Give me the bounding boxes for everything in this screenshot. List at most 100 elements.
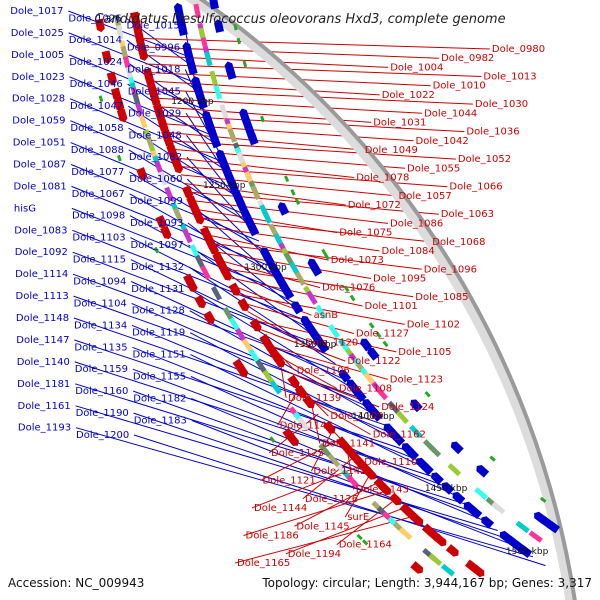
gene-arrow <box>450 441 464 455</box>
gene-label-left: Dole_1014 <box>69 35 122 46</box>
gene-label-right: Dole_1031 <box>373 117 426 128</box>
gene-label-left: hisG <box>14 203 36 214</box>
gene-label-right: Dole_1086 <box>390 218 443 229</box>
gene-label-right: Dole_1143 <box>356 485 409 496</box>
gene-label-right: Dole_1144 <box>254 503 307 514</box>
gene-arrow <box>236 363 249 378</box>
gene-arrow <box>433 533 447 547</box>
gene-arrow <box>272 354 286 368</box>
gene-arrow <box>338 369 352 383</box>
gene-label-right: Dole_1052 <box>458 154 511 165</box>
gene-arrow <box>421 462 434 476</box>
gene-label-right: Dole_1101 <box>365 301 418 312</box>
feature-box <box>158 170 168 186</box>
rna-feature <box>361 539 369 546</box>
gene-arrow <box>182 185 194 199</box>
gene-label-left: Dole_1058 <box>70 123 123 134</box>
feature-box <box>409 424 423 439</box>
rna-feature <box>233 23 238 31</box>
gene-label-right: Dole_1122 <box>347 356 400 367</box>
rna-feature <box>294 198 301 205</box>
gene-label-right: Dole_1044 <box>424 108 477 119</box>
gene-label-left: Dole_1119 <box>132 328 185 339</box>
gene-arrow <box>177 22 188 37</box>
gene-label-right: Dole_1042 <box>416 136 469 147</box>
kbp-label: 1300 kbp <box>244 263 287 273</box>
gene-label-left: Dole_1028 <box>12 94 65 105</box>
gene-label-right: Dole_1145 <box>296 521 349 532</box>
connector-line <box>162 123 414 142</box>
connector-line <box>186 178 269 259</box>
feature-box <box>250 185 261 201</box>
gene-label-left: Dole_1115 <box>73 255 126 266</box>
gene-label-left: Dole_1159 <box>75 364 128 375</box>
gene-label-left: Dole_1047 <box>70 101 123 112</box>
gene-arrow <box>184 51 195 66</box>
kbp-label: 1250 kbp <box>203 181 246 191</box>
rna-feature <box>349 294 356 302</box>
gene-arrow <box>441 482 455 495</box>
gene-arrow <box>310 263 323 277</box>
gene-label-left: Dole_1135 <box>74 342 127 353</box>
feature-box <box>199 265 211 280</box>
gene-arrow <box>277 202 290 216</box>
gene-label-left: Dole_1067 <box>72 189 125 200</box>
feature-box <box>182 228 193 244</box>
gene-label-left: Dole_1151 <box>133 350 186 361</box>
genome-summary-text: Topology: circular; Length: 3,944,167 bp… <box>261 576 592 590</box>
connector-line <box>280 362 287 398</box>
gene-arrow <box>155 215 167 229</box>
gene-arrow <box>106 71 117 86</box>
connector-line <box>274 353 338 390</box>
gene-label-right: Dole_1022 <box>382 90 435 101</box>
gene-features <box>95 0 561 578</box>
gene-label-left: Dole_1160 <box>75 386 128 397</box>
connector-line <box>188 244 317 338</box>
rna-feature <box>323 253 330 261</box>
gene-arrow <box>370 408 384 422</box>
gene-arrow <box>227 178 239 193</box>
feature-box <box>241 338 254 353</box>
connector-line <box>310 430 333 472</box>
gene-label-left: Dole_1077 <box>71 167 124 178</box>
gene-label-left: Dole_1048 <box>129 130 182 141</box>
connector-line <box>268 413 319 454</box>
gene-label-left: Dole_1059 <box>12 116 65 127</box>
rna-feature <box>382 340 389 348</box>
connector-line <box>242 302 355 334</box>
gene-label-left: Dole_1093 <box>130 218 183 229</box>
gene-label-left: Dole_1200 <box>76 430 129 441</box>
gene-label-left: Dole_1181 <box>17 379 70 390</box>
gene-arrow <box>481 516 495 529</box>
gene-label-left: Dole_1015 <box>127 21 180 32</box>
gene-label-right: Dole_1121 <box>263 475 316 486</box>
gene-arrow <box>134 31 145 46</box>
gene-arrow <box>206 125 218 139</box>
feature-box <box>213 84 223 100</box>
gene-arrow <box>410 561 424 574</box>
gene-arrow <box>203 310 216 324</box>
gene-label-right: Dole_1078 <box>356 173 409 184</box>
gene-arrow <box>294 384 308 398</box>
connector-line <box>74 383 466 505</box>
gene-arrow <box>286 433 300 446</box>
gene-label-right: Dole_1186 <box>246 531 299 542</box>
gene-arrow <box>210 134 222 149</box>
gene-label-right: Dole_1036 <box>466 127 519 138</box>
feature-box <box>315 304 328 320</box>
feature-box <box>296 416 310 431</box>
feature-box <box>262 369 275 384</box>
rna-feature <box>375 331 382 339</box>
gene-label-left: Dole_1023 <box>12 72 65 83</box>
feature-box <box>428 553 443 567</box>
feature-box <box>327 453 341 468</box>
gene-label-right: Dole_1073 <box>331 255 384 266</box>
connector-line <box>202 225 380 252</box>
connector-line <box>294 481 379 527</box>
gene-label-left: Dole_1148 <box>16 313 69 324</box>
genome-backbone <box>185 0 577 600</box>
gene-label-right: Dole_1105 <box>398 347 451 358</box>
gene-arrow <box>185 278 198 293</box>
rna-feature <box>321 248 327 256</box>
